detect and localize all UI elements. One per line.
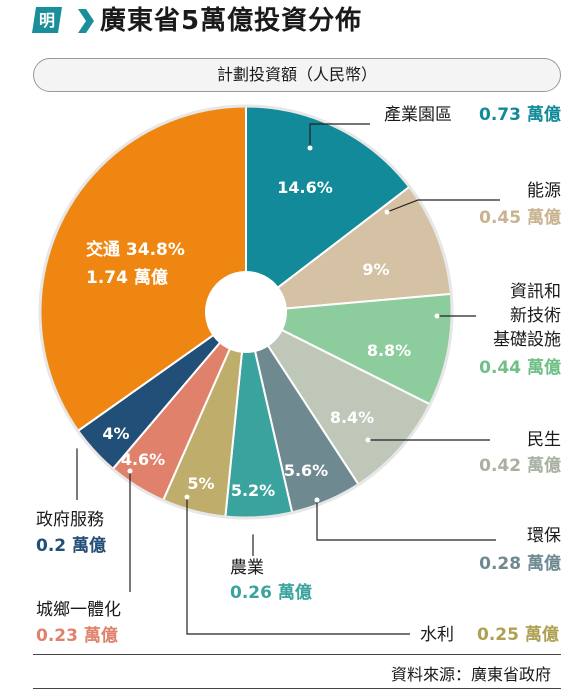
slice-percent-label-6: 5% [187,474,214,493]
slice-percent-label-1: 9% [362,260,389,279]
slice-value-label-9: 1.74 萬億 [86,267,168,288]
inside-labels: 14.6% 9% 8.8% 8.4% 5.6% 5.2% 5% 4.6% 4% 交通 34.8% 1… [86,178,411,500]
leader-line-1 [386,199,500,213]
category-label-2: 基礎設施 [493,330,561,350]
title-accent-icon [78,9,94,33]
slice-percent-label-7: 4.6% [121,450,165,469]
pie-outer-ring [38,104,454,520]
category-label-6: 水利 [420,625,454,645]
chart-subtitle: 計劃投資額（人民幣） [33,58,561,92]
leader-dot-1 [384,209,390,215]
value-label-5: 0.26 萬億 [230,582,312,603]
header: 明 廣東省5萬億投資分佈 [0,0,571,44]
slice-percent-label-8: 4% [102,424,129,443]
value-label-7: 0.23 萬億 [36,625,118,646]
leader-dot-6 [184,494,190,500]
value-label-3: 0.42 萬億 [479,455,561,476]
slice-percent-label-4: 5.6% [284,461,328,480]
divider-bottom [33,688,561,689]
leader-dot-3 [365,437,371,443]
pie-slices [39,104,453,519]
leader-dot-0 [307,145,313,151]
leader-dot-4 [314,497,320,503]
slice-percent-label-2: 8.8% [367,341,411,360]
leader-line-6 [186,497,410,635]
logo-text: 明 [39,11,55,30]
category-label-8: 政府服務 [36,510,104,530]
value-label-2: 0.44 萬億 [479,357,561,378]
leader-dot-7 [127,468,133,474]
source-note: 資料來源：廣東省政府 [390,665,551,684]
leader-dot-8 [74,443,80,449]
divider-top [33,654,561,655]
value-label-6: 0.25 萬億 [477,624,559,645]
value-label-8: 0.2 萬億 [36,535,106,556]
category-label-4: 環保 [527,526,561,546]
value-label-4: 0.28 萬億 [479,553,561,574]
category-label-7: 城鄉一體化 [36,600,121,620]
slice-percent-label-5: 5.2% [231,481,275,500]
newspaper-logo: 明 [30,5,64,35]
value-label-0: 0.73 萬億 [479,104,561,125]
category-label-3: 民生 [527,430,561,450]
leader-dot-5 [250,529,256,535]
category-label-0: 產業園區 [384,105,452,125]
category-label-2: 新技術 [510,306,561,326]
page-title: 廣東省5萬億投資分佈 [100,6,363,36]
value-label-1: 0.45 萬億 [479,207,561,228]
slice-percent-label-9: 交通 34.8% [86,239,185,260]
category-label-1: 能源 [527,181,561,201]
leader-line-4 [316,500,496,541]
leader-dot-2 [434,313,440,319]
category-label-5: 農業 [230,558,264,578]
leader-line-0 [309,123,370,148]
slice-percent-label-0: 14.6% [277,178,333,197]
slice-percent-label-3: 8.4% [330,408,374,427]
category-label-2: 資訊和 [510,282,561,302]
